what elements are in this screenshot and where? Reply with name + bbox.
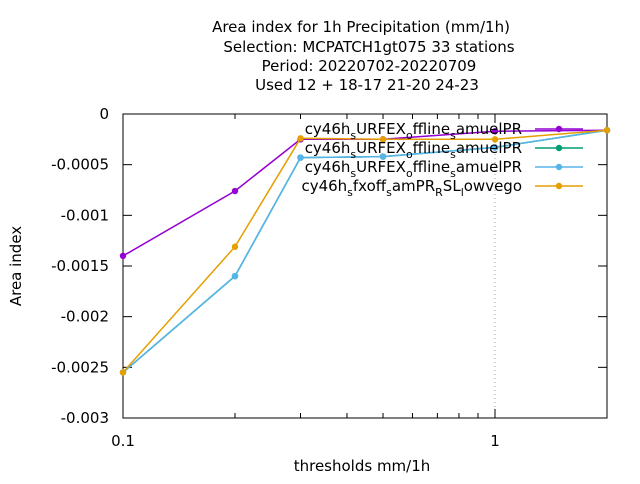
legend-label: cy46hsURFEXofflinesamuelPR bbox=[305, 139, 522, 161]
series-point bbox=[297, 135, 304, 142]
x-tick-label: 1 bbox=[490, 432, 500, 450]
y-tick-label: -0.0025 bbox=[51, 358, 109, 376]
series-point bbox=[491, 136, 499, 143]
y-tick-label: 0 bbox=[99, 105, 109, 123]
title-line-1: Area index for 1h Precipitation (mm/1h) bbox=[212, 18, 510, 36]
series-point bbox=[491, 144, 499, 151]
y-tick-label: -0.0015 bbox=[51, 257, 109, 275]
series-line bbox=[122, 129, 608, 373]
chart-title: Area index for 1h Precipitation (mm/1h) … bbox=[212, 18, 515, 94]
y-tick-label: -0.0005 bbox=[51, 156, 109, 174]
legend-sample-point bbox=[555, 182, 563, 190]
legend-label: cy46hsfxoffsamPRRSLlowvego bbox=[301, 177, 522, 199]
series-point bbox=[231, 243, 239, 250]
legend: cy46hsURFEXofflinesamuelPRcy46hsURFEXoff… bbox=[301, 120, 583, 199]
y-axis-label: Area index bbox=[7, 226, 25, 306]
series-line bbox=[122, 129, 608, 373]
legend-label: cy46hsURFEXofflinesamuelPR bbox=[305, 120, 522, 142]
series-point bbox=[297, 154, 304, 161]
y-tick-label: -0.001 bbox=[61, 206, 109, 224]
series-point bbox=[491, 128, 499, 135]
y-tick-label: -0.003 bbox=[61, 409, 109, 427]
x-tick-label: 0.1 bbox=[111, 432, 135, 450]
title-line-2: Selection: MCPATCH1gt075 33 stations bbox=[223, 38, 514, 56]
series-point bbox=[231, 272, 239, 280]
series-point bbox=[119, 369, 127, 376]
legend-sample-point bbox=[555, 125, 563, 133]
series-point bbox=[231, 187, 239, 195]
series-point bbox=[119, 252, 127, 260]
series-lines bbox=[119, 127, 611, 376]
legend-label: cy46hsURFEXofflinesamuelPR bbox=[305, 158, 522, 180]
y-tick-label: -0.002 bbox=[61, 308, 109, 326]
legend-sample-point bbox=[555, 163, 563, 171]
series-point bbox=[379, 153, 387, 160]
series-point bbox=[379, 136, 387, 143]
series-point bbox=[603, 127, 611, 134]
x-axis-label: thresholds mm/1h bbox=[294, 457, 431, 475]
axes: 0 -0.0005 -0.001 -0.0015 -0.002 -0.0025 -0.003… bbox=[51, 105, 608, 450]
title-line-3: Period: 20220702-20220709 bbox=[262, 57, 477, 75]
title-line-4: Used 12 + 18-17 21-20 24-23 bbox=[255, 76, 479, 94]
legend-sample-point bbox=[555, 144, 563, 152]
